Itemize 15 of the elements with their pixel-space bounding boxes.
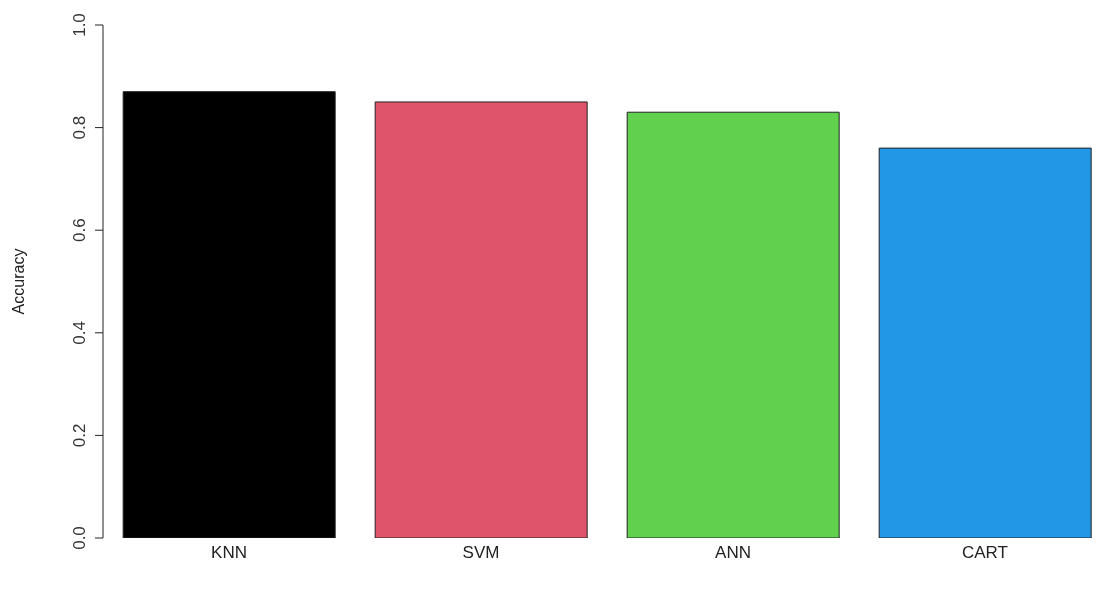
- y-tick-label: 0.2: [70, 423, 89, 448]
- x-tick-label: CART: [962, 543, 1008, 563]
- x-tick-label: ANN: [715, 543, 751, 563]
- bar: [878, 147, 1092, 538]
- y-tick-label: 0.4: [70, 320, 89, 345]
- y-tick-label: 1.0: [70, 13, 89, 37]
- y-axis-title: Accuracy: [9, 248, 27, 315]
- y-tick-label: 0.0: [70, 526, 89, 550]
- y-tick-label: 0.6: [70, 218, 89, 243]
- bar: [626, 111, 840, 538]
- bar: [122, 91, 336, 538]
- x-tick-label: SVM: [462, 543, 500, 563]
- y-tick-label: 0.8: [70, 115, 89, 140]
- x-tick-label: KNN: [211, 543, 247, 563]
- bar: [374, 101, 588, 538]
